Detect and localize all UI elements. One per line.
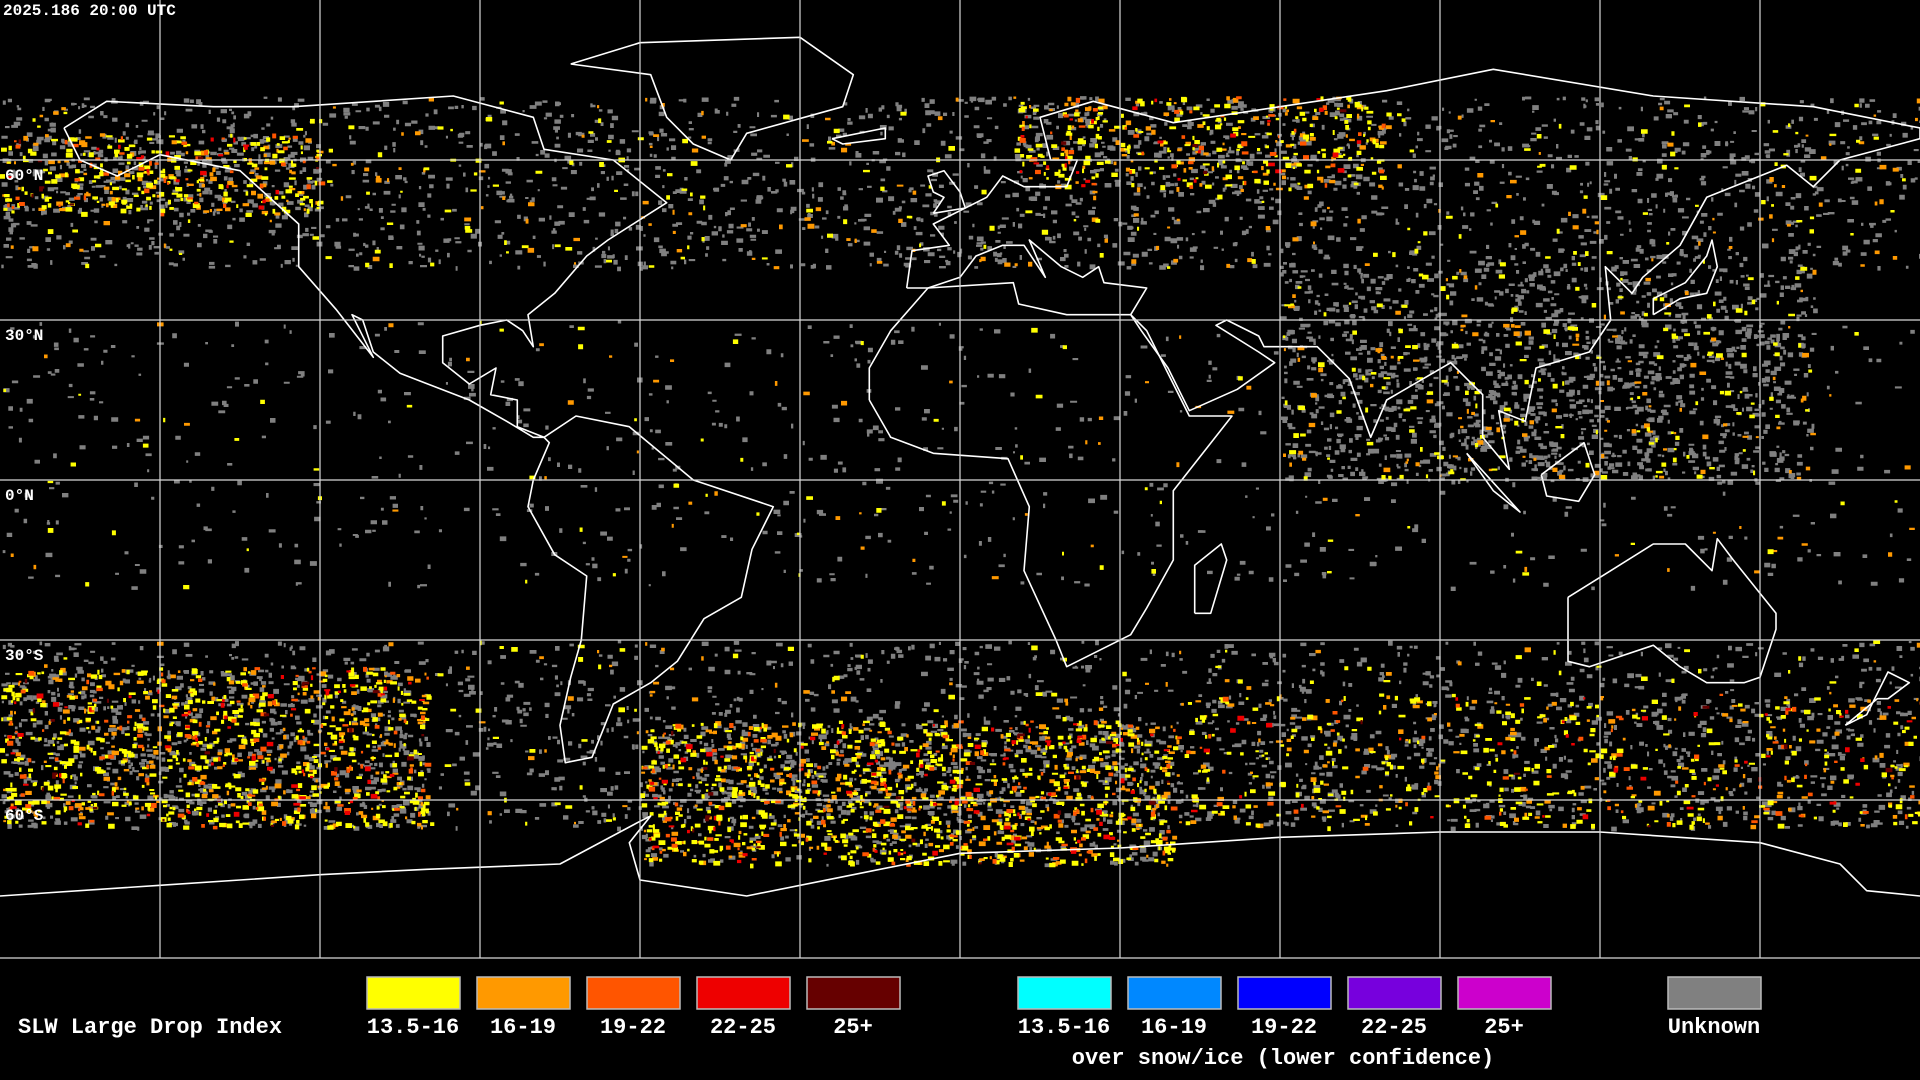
coastline bbox=[905, 68, 1920, 471]
legend-label: 22-25 bbox=[710, 1015, 776, 1040]
legend-swatch bbox=[476, 976, 571, 1010]
legend-label: 19-22 bbox=[1251, 1015, 1317, 1040]
coastline bbox=[1567, 537, 1777, 684]
latitude-label: 60°S bbox=[5, 807, 44, 825]
coastline bbox=[831, 127, 887, 145]
legend-swatch bbox=[1017, 976, 1112, 1010]
coastline bbox=[927, 169, 967, 215]
legend-swatch bbox=[1667, 976, 1762, 1010]
legend-label: 16-19 bbox=[490, 1015, 556, 1040]
legend-label: 22-25 bbox=[1361, 1015, 1427, 1040]
latitude-labels: 60°N 30°N 0°N 30°S 60°S bbox=[5, 167, 44, 825]
coastline bbox=[1193, 543, 1228, 615]
legend-caption: over snow/ice (lower confidence) bbox=[1072, 1046, 1494, 1071]
legend-swatch bbox=[806, 976, 901, 1010]
legend-swatch bbox=[1237, 976, 1332, 1010]
coastline bbox=[570, 36, 855, 161]
coastline bbox=[1652, 239, 1719, 316]
latitude-label: 30°N bbox=[5, 327, 43, 345]
latitude-label: 60°N bbox=[5, 167, 43, 185]
legend-swatch bbox=[1347, 976, 1442, 1010]
legend-label: 25+ bbox=[1484, 1015, 1524, 1040]
legend-label: 13.5-16 bbox=[367, 1015, 459, 1040]
legend-swatch bbox=[1127, 976, 1222, 1010]
legend-label: 13.5-16 bbox=[1018, 1015, 1110, 1040]
legend-swatch bbox=[1457, 976, 1552, 1010]
legend-label: 19-22 bbox=[600, 1015, 666, 1040]
timestamp: 2025.186 20:00 UTC bbox=[3, 2, 176, 20]
graticule bbox=[0, 0, 1920, 959]
legend-label: Unknown bbox=[1668, 1015, 1760, 1040]
coastline bbox=[868, 281, 1233, 668]
coastline bbox=[527, 415, 775, 764]
legend: SLW Large Drop Index over snow/ice (lowe… bbox=[18, 976, 1762, 1071]
latitude-label: 30°S bbox=[5, 647, 44, 665]
legend-title: SLW Large Drop Index bbox=[18, 1015, 282, 1040]
coastline bbox=[1844, 671, 1911, 727]
coastline bbox=[1466, 452, 1521, 513]
coastline bbox=[1540, 441, 1596, 503]
legend-swatch bbox=[586, 976, 681, 1010]
latitude-label: 0°N bbox=[5, 487, 34, 505]
cloud-pixels bbox=[1, 96, 1920, 868]
legend-swatch bbox=[696, 976, 791, 1010]
cloud-layer bbox=[0, 96, 1920, 869]
legend-label: 16-19 bbox=[1141, 1015, 1207, 1040]
legend-label: 25+ bbox=[833, 1015, 873, 1040]
legend-swatch bbox=[366, 976, 461, 1010]
coastline bbox=[63, 95, 668, 439]
